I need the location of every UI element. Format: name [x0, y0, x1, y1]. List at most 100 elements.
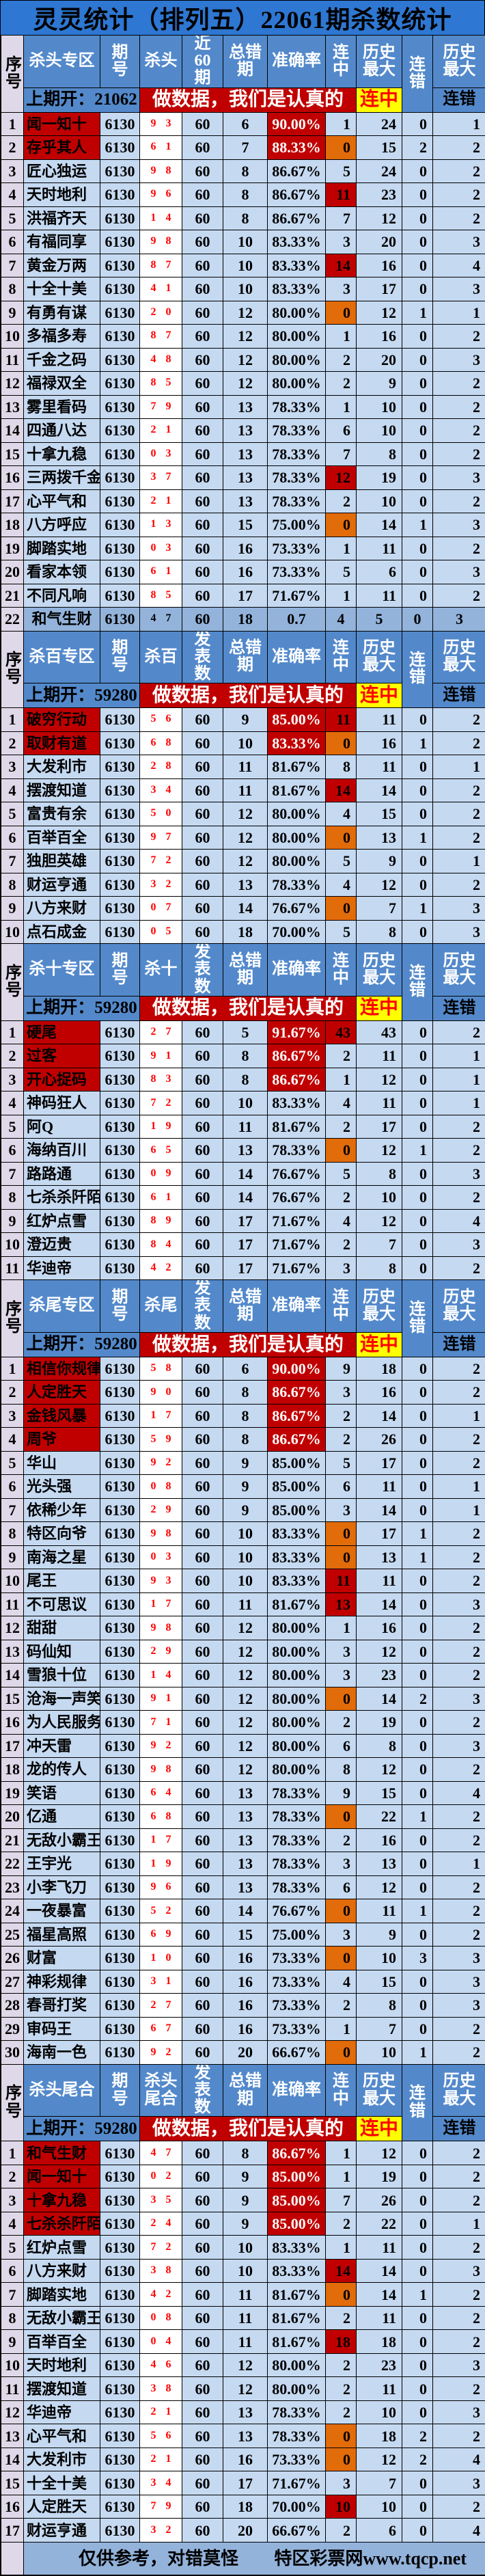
row-index: 14 — [1, 419, 24, 443]
wrong-count: 9 — [223, 2165, 268, 2188]
publish-count: 60 — [182, 1687, 223, 1711]
period-cell: 6130 — [100, 2188, 140, 2212]
publish-count: 60 — [182, 1256, 223, 1280]
banner-label: 做数据，我们是认真的 — [140, 87, 357, 112]
accuracy: 71.67% — [268, 1256, 326, 1280]
col-header-streak-miss: 连错 — [402, 631, 433, 708]
page-title: 灵灵统计（排列五）22061期杀数统计 — [1, 1, 484, 35]
accuracy: 71.67% — [268, 2471, 326, 2495]
accuracy: 70.00% — [268, 2495, 326, 2519]
max-streak-hit: 12 — [357, 2141, 402, 2165]
streak-miss: 0 — [402, 2400, 433, 2424]
player-name: 财运亨通 — [24, 2519, 100, 2543]
period-cell: 6130 — [100, 230, 140, 254]
wrong-count: 13 — [223, 1852, 268, 1876]
publish-count: 60 — [182, 2519, 223, 2543]
kill-numbers: 2 9 — [140, 1640, 182, 1664]
accuracy: 91.67% — [268, 1020, 326, 1044]
streak-hit: 6 — [326, 419, 357, 443]
streak-hit: 2 — [326, 2519, 357, 2543]
max-streak-hit: 12 — [357, 1875, 402, 1899]
wrong-count: 9 — [223, 2212, 268, 2236]
streak-hit: 2 — [326, 348, 357, 372]
row-index: 10 — [1, 325, 24, 349]
wrong-count: 8 — [223, 2141, 268, 2165]
player-name: 华山 — [24, 1451, 100, 1475]
row-index: 5 — [1, 802, 24, 826]
kill-numbers: 9 6 — [140, 1875, 182, 1899]
max-streak-hit: 9 — [357, 1923, 402, 1947]
player-name: 依稀少年 — [24, 1498, 100, 1522]
period-cell: 6130 — [100, 2259, 140, 2283]
accuracy: 0.7 — [268, 608, 326, 632]
period-cell: 6130 — [100, 1233, 140, 1257]
period-cell: 6130 — [100, 277, 140, 301]
row-index: 16 — [1, 1711, 24, 1735]
streak-miss: 0 — [402, 584, 433, 608]
row-index: 4 — [1, 2212, 24, 2236]
period-cell: 6130 — [100, 466, 140, 490]
wrong-count: 7 — [223, 136, 268, 160]
max-streak-miss: 3 — [433, 1994, 485, 2018]
col-header-streak-miss: 连错 — [402, 36, 433, 113]
row-index: 17 — [1, 2519, 24, 2543]
streak-hit: 8 — [326, 1758, 357, 1782]
wrong-count: 10 — [223, 1522, 268, 1546]
period-cell: 6130 — [100, 2400, 140, 2424]
streak-hit: 14 — [326, 254, 357, 277]
streak-hit: 0 — [326, 1805, 357, 1829]
accuracy: 78.33% — [268, 419, 326, 443]
accuracy: 86.67% — [268, 206, 326, 230]
period-cell: 6130 — [100, 1947, 140, 1970]
kill-numbers: 9 1 — [140, 1044, 182, 1068]
period-cell: 6130 — [100, 1357, 140, 1381]
player-name: 心平气和 — [24, 489, 100, 513]
row-index: 9 — [1, 2330, 24, 2354]
streak-hit: 11 — [326, 708, 357, 732]
player-name: 冲天雷 — [24, 1734, 100, 1758]
row-index: 3 — [1, 1404, 24, 1428]
wrong-count: 17 — [223, 1209, 268, 1233]
publish-count: 60 — [182, 708, 223, 732]
max-streak-miss: 4 — [433, 1781, 485, 1805]
period-cell: 6130 — [100, 1068, 140, 1092]
max-streak-miss: 2 — [433, 159, 485, 183]
streak-miss: 0 — [402, 1592, 433, 1616]
max-streak-miss: 1 — [433, 1852, 485, 1876]
period-cell: 6130 — [100, 206, 140, 230]
player-name: 相信你规律 — [24, 1357, 100, 1381]
player-name: 海纳百川 — [24, 1139, 100, 1163]
max-streak-hit: 7 — [357, 2017, 402, 2041]
wrong-count: 20 — [223, 2041, 268, 2065]
kill-numbers: 8 7 — [140, 254, 182, 277]
publish-count: 60 — [182, 372, 223, 396]
wrong-count: 15 — [223, 513, 268, 537]
streak-hit: 18 — [326, 2330, 357, 2354]
publish-count: 60 — [182, 1781, 223, 1805]
accuracy: 78.33% — [268, 489, 326, 513]
wrong-count: 12 — [223, 348, 268, 372]
col-header-accuracy: 准确率 — [268, 944, 326, 996]
max-streak-hit: 15 — [357, 136, 402, 160]
footer-note: 仅供参考，对错莫怪 — [79, 2549, 238, 2568]
max-streak-hit: 7 — [357, 2471, 402, 2495]
max-streak-miss: 2 — [433, 2017, 485, 2041]
max-streak-hit: 12 — [357, 873, 402, 897]
max-streak-hit: 10 — [357, 2041, 402, 2065]
wrong-count: 12 — [223, 1664, 268, 1687]
kill-numbers: 1 7 — [140, 1828, 182, 1852]
row-index: 2 — [1, 1381, 24, 1405]
period-cell: 6130 — [100, 1162, 140, 1186]
streak-miss: 0 — [402, 1994, 433, 2018]
row-index: 10 — [1, 1233, 24, 1257]
accuracy: 83.33% — [268, 1092, 326, 1115]
accuracy: 86.67% — [268, 159, 326, 183]
row-index: 12 — [1, 1616, 24, 1640]
